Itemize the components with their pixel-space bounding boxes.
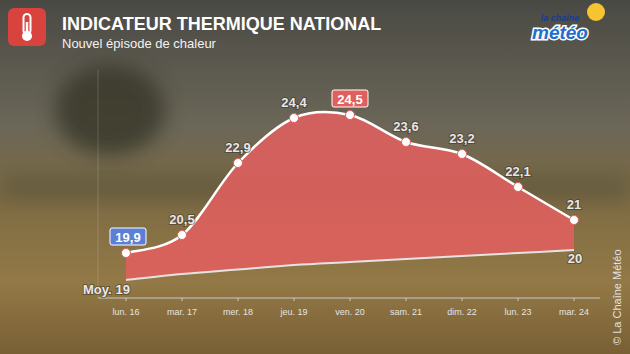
point [122,249,131,258]
source: © La Chaîne Météo [611,249,623,345]
x-tick-label: jeu. 19 [279,307,307,317]
normal-label-start: Moy. 19 [83,282,130,297]
data-label: 23,2 [449,131,474,146]
normal-value-label: 19 [116,282,130,297]
x-tick-label: lun. 23 [504,307,531,317]
point [178,231,187,240]
point [290,114,299,123]
x-tick [238,298,239,301]
data-label: 22,1 [505,164,530,179]
normal-value-label: 20 [568,251,582,266]
point [402,138,411,147]
icon-thermo [24,14,31,34]
x-tick-label: lun. 16 [112,307,139,317]
x-tick [462,298,463,301]
logo-sun [587,3,605,21]
data-label: 23,6 [393,119,418,134]
x-tick-label: sam. 21 [390,307,422,317]
subtitle: Nouvel épisode de chaleur [62,36,217,51]
icon-box [8,8,46,46]
x-tick [294,298,295,301]
x-axis-line [98,297,600,298]
bg-shade [0,0,630,354]
x-tick-label: mar. 24 [559,307,589,317]
chart: INDICATEUR THERMIQUE NATIONAL Nouvel épis… [0,0,630,354]
x-tick [574,298,575,301]
point [570,216,579,225]
x-tick-label: dim. 22 [447,307,477,317]
logo-bottom: météo [532,22,588,43]
point [458,150,467,159]
x-tick [406,298,407,301]
x-tick-label: mer. 18 [223,307,253,317]
y-axis-line [98,70,99,298]
background [0,0,630,354]
x-tick [518,298,519,301]
plot-marks [122,111,579,281]
max-box [332,90,368,107]
area [126,112,574,280]
x-tick-label: mar. 17 [167,307,197,317]
icon-level [26,22,29,34]
point [346,111,355,120]
point [234,159,243,168]
min-box [110,228,146,245]
normal-line [126,250,574,280]
data-label: 24,5 [337,92,362,107]
data-label: 24,4 [281,95,307,110]
normal-name: Moy. [83,282,112,297]
data-label: 20,5 [169,212,194,227]
point [514,183,523,192]
chart-root: INDICATEUR THERMIQUE NATIONAL Nouvel épis… [0,0,630,354]
data-label: 21 [567,197,581,212]
main-line [126,112,574,253]
x-tick-label: ven. 20 [335,307,365,317]
x-tick [126,298,127,301]
title: INDICATEUR THERMIQUE NATIONAL [62,14,381,34]
data-label: 19,9 [115,230,140,245]
x-tick [350,298,351,301]
x-tick [182,298,183,301]
data-label: 22,9 [225,140,250,155]
